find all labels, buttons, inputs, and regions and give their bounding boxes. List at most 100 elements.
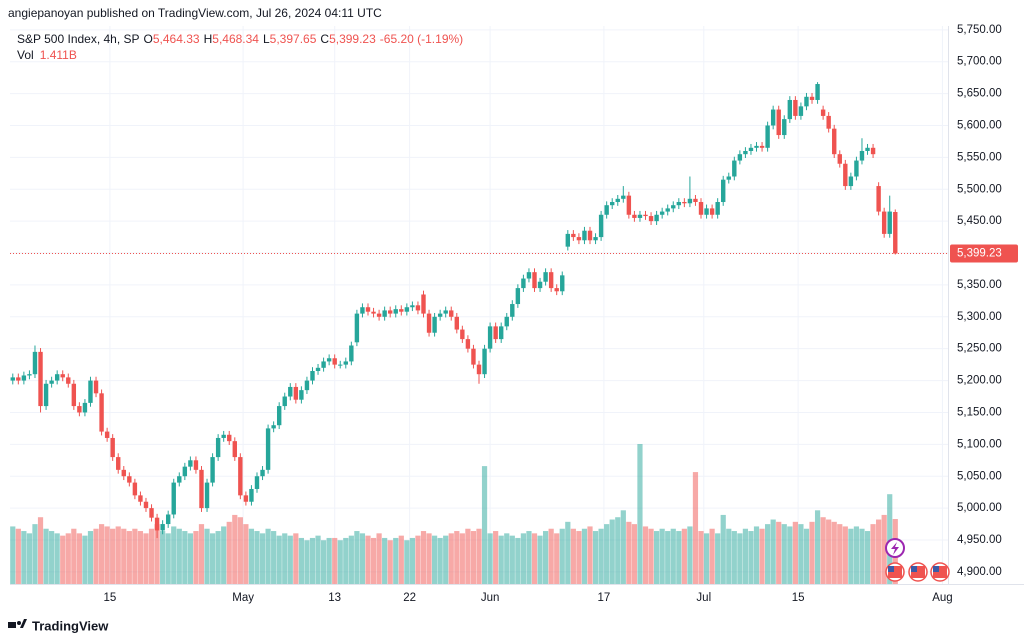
candle-body [182,466,188,477]
candle-body [893,212,898,254]
volume-bar [753,526,760,584]
volume-bar [759,528,765,584]
candle-body [848,176,854,187]
volume-bar [376,533,382,584]
candle-body [843,163,848,187]
volume-bar [98,524,105,584]
volume-bar [182,531,188,584]
candle-body [271,425,276,429]
volume-bar [104,526,110,584]
volume-bar [620,510,626,584]
candle-body [859,150,865,161]
y-tick-label: 5,650.00 [957,88,1002,100]
flag-icon[interactable] [930,562,950,582]
y-tick-label: 5,200.00 [957,375,1002,387]
volume-bar [692,472,699,584]
candle-body [449,310,454,317]
candle-body [443,310,448,314]
candle-body [38,351,43,407]
volume-bar [215,531,221,584]
candle-body [238,457,243,496]
candle-body [143,501,149,509]
volume-bar [326,537,332,584]
volume-bar [776,521,782,584]
volume-bar [792,521,798,584]
candle-body [121,469,126,477]
volume-bar [32,524,38,584]
flag-icon[interactable] [885,562,905,582]
volume-bar [193,531,199,584]
volume-bar [531,533,538,584]
y-tick-label: 5,500.00 [957,183,1002,195]
candle-body [138,495,143,502]
candle-body [160,524,165,531]
volume-bar [842,526,848,584]
y-tick-label: 5,000.00 [957,502,1002,514]
candle-body [215,437,221,458]
volume-bar [221,526,227,584]
x-tick-label: May [232,592,254,604]
candle-body [293,386,299,400]
candle-body [532,272,537,289]
flag-icon[interactable] [908,562,928,582]
volume-bar [642,526,649,584]
y-tick-label: 5,350.00 [957,279,1002,291]
volume-bar [604,524,610,584]
volume-bar [304,540,310,584]
y-tick-label: 5,600.00 [957,120,1002,132]
volume-legend: Vol 1.411B [17,48,77,62]
candle-body [315,367,321,372]
candle-body [321,361,326,368]
ohlc-key: H [204,32,213,46]
y-tick-label: 5,450.00 [957,215,1002,227]
candle-body [748,147,754,151]
candle-body [665,208,670,212]
volume-bar [504,533,510,584]
volume-bar [437,537,443,584]
volume-bar [271,531,277,584]
candle-body [93,380,99,394]
candle-body [798,106,804,116]
axes: 4,900.00 4,950.00 5,000.00 5,050.00 5,100.00… [104,24,1018,604]
volume-bar [137,531,144,584]
candle-body [759,145,765,148]
volume-bar [742,528,749,584]
candle-body [604,205,609,215]
y-tick-label: 5,150.00 [957,406,1002,418]
candle-body [615,198,620,203]
volume-bar [859,528,865,584]
candle-body [382,310,387,317]
candle-body [693,198,698,203]
candle-body [88,380,93,403]
volume-bar [476,528,482,584]
volume-bar [681,528,687,584]
volume-bar [709,528,715,584]
volume-bar [60,535,66,584]
candle-body [865,147,870,151]
candle-body [204,482,210,509]
candle-body [732,160,737,177]
candle-body [743,150,748,155]
candle-body [809,96,815,100]
candle-body [66,377,71,384]
volume-bar [648,528,654,584]
candle-body [571,233,576,238]
volume-name: Vol [17,48,34,62]
volume-bar [876,519,882,584]
volume-bar [148,528,155,584]
volume-bar [870,524,876,584]
candle-body [354,313,360,343]
candle-body [10,377,15,381]
ohlc-key: L [263,32,270,46]
candle-body [515,288,521,305]
volume-bar [126,531,132,584]
candle-body [227,434,232,442]
volume-bar [115,526,121,584]
volume-value: 1.411B [40,48,77,62]
volume-bar [82,535,88,584]
volume-bar [665,531,671,584]
ohlc-value: 5,464.33 [153,32,200,46]
volume-bar [448,533,454,584]
candle-body [371,311,376,314]
